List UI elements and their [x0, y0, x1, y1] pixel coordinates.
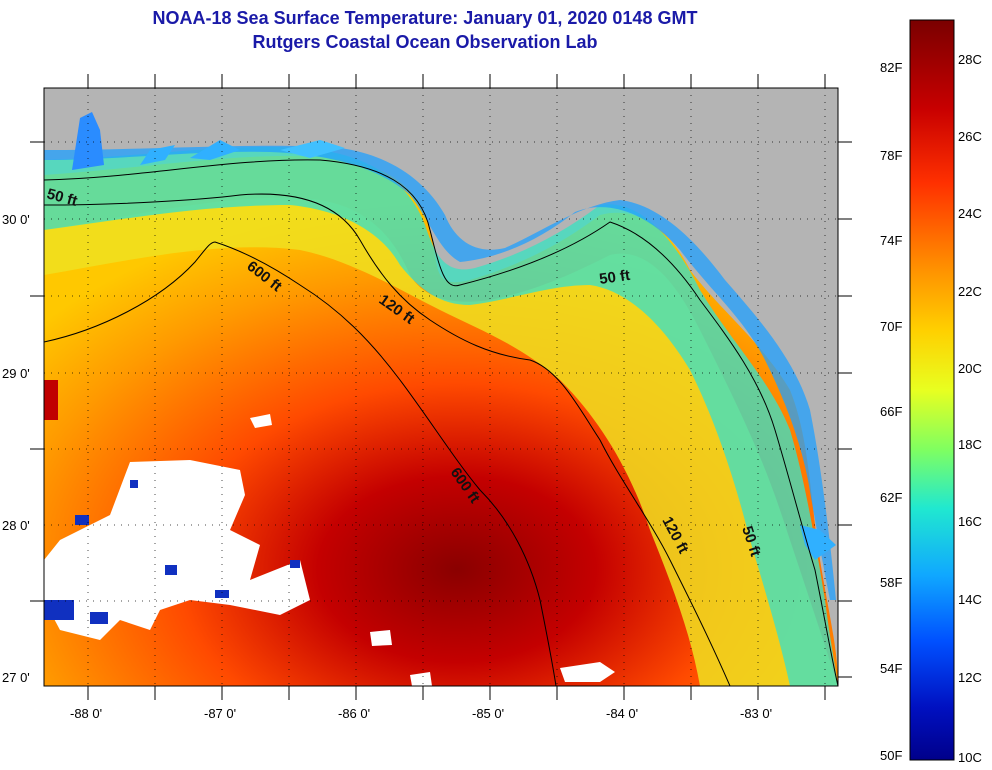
- colorbar-c-label: 22C: [958, 284, 982, 299]
- mobile-bay: [72, 112, 104, 170]
- colorbar-f-label: 78F: [880, 148, 902, 163]
- colorbar-f-label: 54F: [880, 661, 902, 676]
- colorbar-c-label: 24C: [958, 206, 982, 221]
- ocean-nearshore-band: [44, 145, 836, 600]
- tampa-bay: [800, 525, 836, 560]
- colorbar-f-label: 50F: [880, 748, 902, 763]
- pensacola-bay: [140, 145, 175, 165]
- contour-120ft: [44, 193, 731, 686]
- choctaw-bay: [190, 140, 240, 160]
- colorbar-f-label: 62F: [880, 490, 902, 505]
- cloud-fleck: [250, 414, 272, 428]
- lon-label: -83 0': [740, 706, 772, 721]
- colorbar-c-label: 16C: [958, 514, 982, 529]
- cloud-fleck: [370, 630, 392, 646]
- colorbar-c-label: 26C: [958, 129, 982, 144]
- edge-warm-patch: [44, 380, 58, 420]
- lat-label: 30 0': [2, 212, 30, 227]
- contour-600ft: [44, 241, 557, 686]
- colorbar-c-label: 28C: [958, 52, 982, 67]
- map-subtitle: Rutgers Coastal Ocean Observation Lab: [252, 32, 598, 52]
- map-frame: [43, 87, 839, 687]
- colorbar-f-label: 70F: [880, 319, 902, 334]
- colorbar-c-label: 12C: [958, 670, 982, 685]
- colorbar-c-label: 18C: [958, 437, 982, 452]
- cloud-edge-speckles: [44, 480, 300, 624]
- map-title: NOAA-18 Sea Surface Temperature: January…: [152, 8, 698, 28]
- colorbar-f-label: 74F: [880, 233, 902, 248]
- axis-ticks: [30, 74, 852, 700]
- lon-label: -84 0': [606, 706, 638, 721]
- lon-label: -85 0': [472, 706, 504, 721]
- lon-label: -87 0': [204, 706, 236, 721]
- colorbar-c-label: 10C: [958, 750, 982, 765]
- colorbar-f-label: 58F: [880, 575, 902, 590]
- colorbar-f-label: 66F: [880, 404, 902, 419]
- colorbar-c-label: 14C: [958, 592, 982, 607]
- contour-50ft: [44, 159, 838, 686]
- ocean-mid-band: [44, 197, 838, 686]
- colorbar-c-label: 20C: [958, 361, 982, 376]
- contour-label: 50 ft: [598, 267, 631, 288]
- lon-label: -86 0': [338, 706, 370, 721]
- lat-label: 28 0': [2, 518, 30, 533]
- lat-label: 27 0': [2, 670, 30, 685]
- apalachee-bay: [280, 140, 345, 158]
- temperature-colorbar: [909, 19, 955, 761]
- colorbar-f-label: 82F: [880, 60, 902, 75]
- ocean-coastal-band: [44, 146, 838, 686]
- lat-label: 29 0': [2, 366, 30, 381]
- cloud-mask: [44, 460, 310, 640]
- cloud-fleck: [560, 662, 615, 682]
- cloud-fleck: [410, 672, 432, 686]
- lon-label: -88 0': [70, 706, 102, 721]
